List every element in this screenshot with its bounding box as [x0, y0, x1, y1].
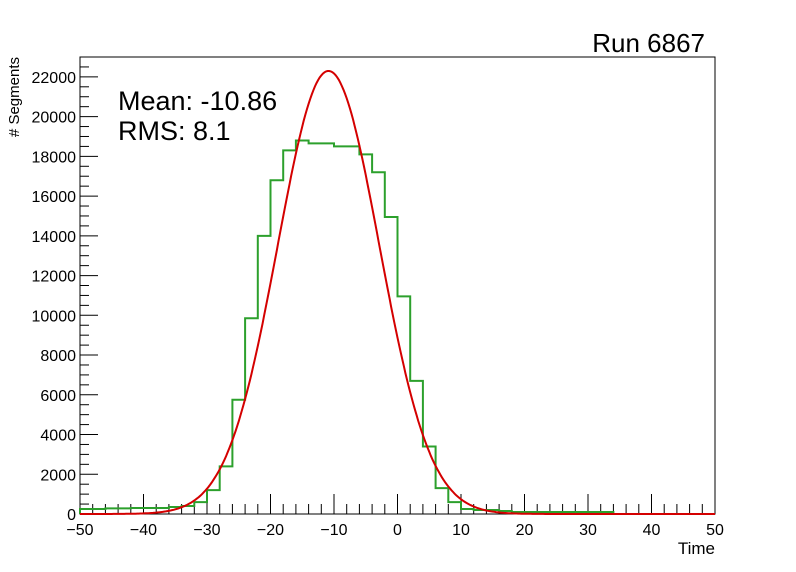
y-tick-label: 0: [67, 507, 76, 524]
y-tick-label: 6000: [40, 388, 76, 405]
y-tick-label: 22000: [32, 70, 77, 87]
y-tick-label: 8000: [40, 348, 76, 365]
x-tick-label: 40: [643, 522, 661, 539]
y-tick-label: 10000: [32, 308, 77, 325]
y-tick-label: 2000: [40, 467, 76, 484]
y-tick-label: 4000: [40, 428, 76, 445]
y-tick-label: 20000: [32, 110, 77, 127]
y-tick-label: 12000: [32, 269, 77, 286]
stat-mean: Mean: -10.86: [118, 86, 277, 116]
gaussian-fit-curve: [80, 70, 715, 515]
x-tick-label: 10: [452, 522, 470, 539]
x-tick-label: −50: [66, 522, 93, 539]
y-tick-label: 16000: [32, 189, 77, 206]
x-axis-label: Time: [678, 539, 715, 558]
histogram-series: [79, 139, 715, 515]
x-tick-label: 30: [579, 522, 597, 539]
x-tick-label: 20: [516, 522, 534, 539]
y-tick-label: 14000: [32, 229, 77, 246]
x-tick-label: −20: [257, 522, 284, 539]
stat-rms: RMS: 8.1: [118, 116, 231, 146]
x-tick-label: 50: [706, 522, 724, 539]
y-tick-label: 18000: [32, 149, 77, 166]
x-tick-label: 0: [393, 522, 402, 539]
chart-title: Run 6867: [592, 28, 705, 58]
x-tick-label: −10: [320, 522, 347, 539]
x-tick-label: −40: [130, 522, 157, 539]
y-axis-label: # Segments: [6, 57, 23, 137]
x-tick-label: −30: [193, 522, 220, 539]
